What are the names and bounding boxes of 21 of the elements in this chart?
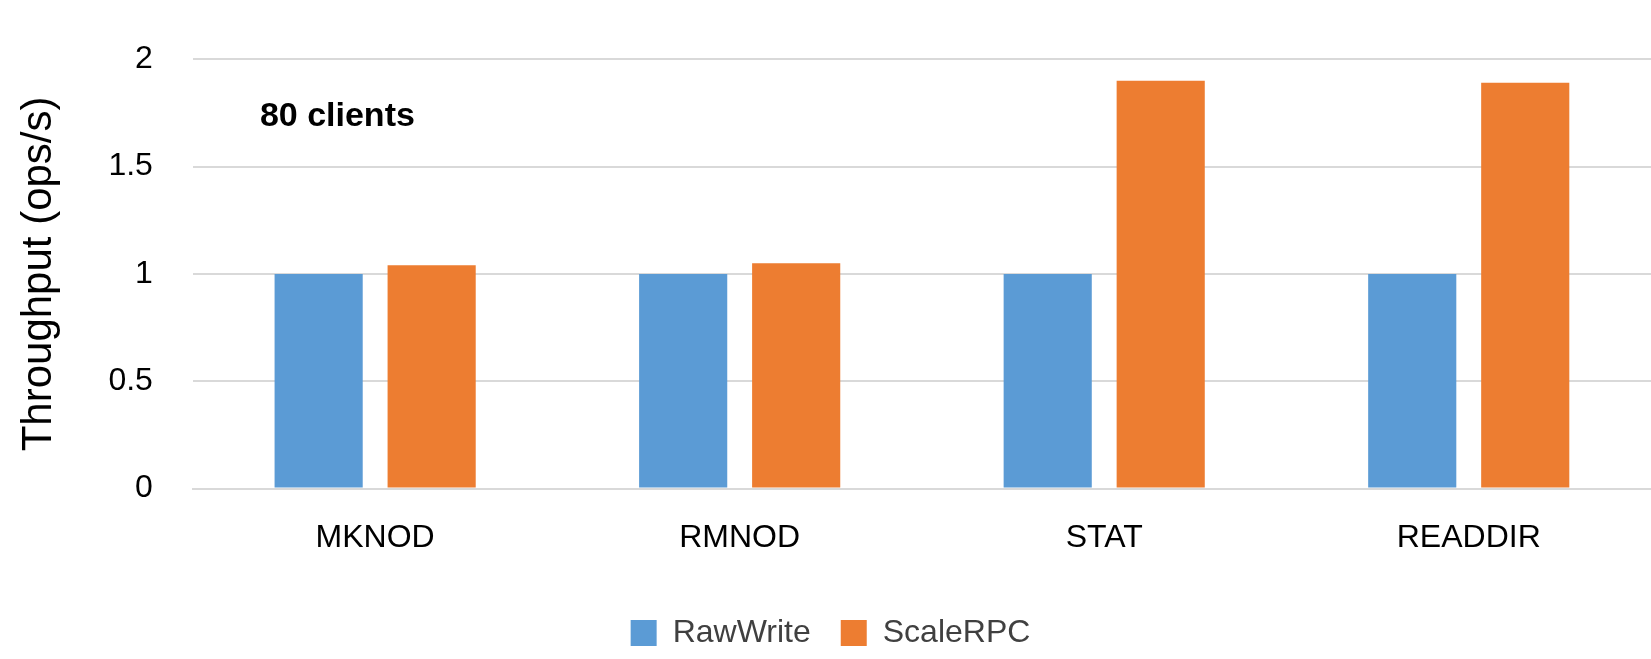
x-tick-label: READDIR	[1396, 517, 1541, 554]
bar	[1481, 82, 1570, 488]
y-tick-label: 1	[135, 253, 153, 290]
y-tick-label: 2	[135, 39, 153, 76]
bar	[274, 273, 363, 488]
x-tick-label: MKNOD	[315, 517, 435, 554]
x-tick-label: STAT	[1065, 517, 1143, 554]
bar	[387, 265, 476, 488]
y-axis-title: Throughput (ops/s)	[12, 96, 60, 452]
bar	[1003, 273, 1092, 488]
bar	[1368, 273, 1457, 488]
y-tick-label: 0.5	[108, 361, 153, 398]
annotation: 80 clients	[259, 94, 415, 133]
bar	[639, 273, 728, 488]
bar	[1116, 80, 1205, 488]
y-tick-label: 0	[135, 468, 153, 505]
legend-label: ScaleRPC	[882, 612, 1031, 649]
x-tick-label: RMNOD	[679, 517, 801, 554]
y-tick-label: 1.5	[108, 146, 153, 183]
bar	[752, 263, 841, 488]
legend-label: RawWrite	[672, 612, 811, 649]
